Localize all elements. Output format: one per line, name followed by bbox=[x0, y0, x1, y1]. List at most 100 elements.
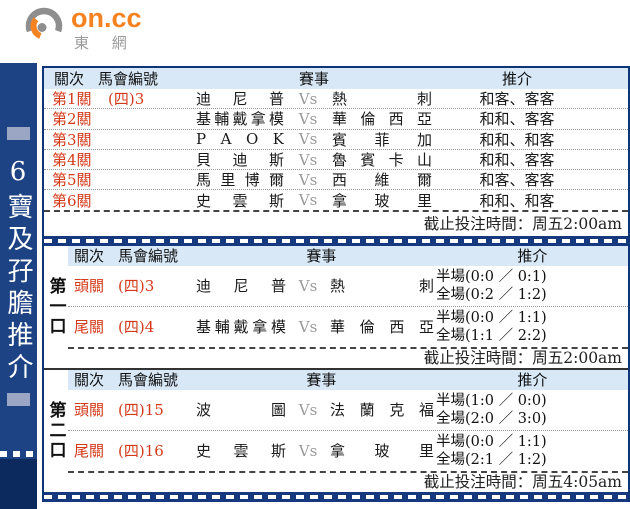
bottom-divider-band bbox=[44, 491, 628, 502]
away-team: 熱刺 bbox=[332, 90, 432, 109]
away-team: 西維爾 bbox=[332, 171, 432, 190]
bet-one-label: 第一口 bbox=[45, 276, 66, 337]
tip-value: 和客、客客 bbox=[479, 90, 555, 109]
away-team: 法蘭克福 bbox=[330, 401, 434, 420]
sidebar-title: 6寶及孖膽推介 bbox=[3, 157, 33, 385]
home-team: 貝迪斯 bbox=[196, 151, 284, 170]
header-group: 關次 馬會編號 bbox=[54, 68, 196, 89]
bet-row-first: 頭關 (四)3 迪尼普 Vs 熱刺 半場(0:0 ／ 0:1) 全場(0:2 ／… bbox=[68, 266, 628, 306]
leg-label: 頭關 bbox=[74, 401, 105, 420]
leg-label: 第3關 bbox=[52, 130, 92, 149]
section-divider-band bbox=[44, 235, 628, 246]
table-header-row: 關次 馬會編號 賽事 推介 bbox=[68, 369, 628, 390]
tip-value: 和和、和客 bbox=[479, 191, 555, 210]
race-code: (四)15 bbox=[118, 401, 164, 420]
race-row-5: 第5關 馬里博爾 Vs 西維爾 和客、客客 bbox=[44, 169, 628, 189]
betting-deadline: 截止投注時間：周五2:00am bbox=[68, 346, 628, 368]
full-time-tip: 全場(1:1 ／ 2:2) bbox=[436, 327, 547, 344]
header-tip: 推介 bbox=[501, 70, 532, 88]
away-team: 賓菲加 bbox=[332, 130, 432, 149]
bet-two-table: 第二口 關次 馬會編號 賽事 推介 頭關 (四)15 波圖 Vs 法蘭克福 bbox=[44, 369, 628, 492]
home-team: 基輔戴拿模 bbox=[196, 318, 286, 337]
bet-row-last: 尾關 (四)4 基輔戴拿模 Vs 華倫西亞 半場(0:0 ／ 1:1) 全場(1… bbox=[68, 305, 628, 347]
race-code: (四)4 bbox=[118, 318, 155, 337]
home-team: 迪尼普 bbox=[196, 90, 284, 109]
vs-label: Vs bbox=[298, 317, 318, 336]
leg-label: 第1關 bbox=[52, 90, 92, 109]
half-time-tip: 半場(0:0 ／ 0:1) bbox=[436, 268, 547, 285]
vs-label: Vs bbox=[298, 170, 318, 189]
half-time-tip: 半場(1:0 ／ 0:0) bbox=[436, 392, 547, 409]
oncc-logo[interactable]: on.cc 東 網 bbox=[22, 4, 142, 53]
leg-label: 第5關 bbox=[52, 171, 92, 190]
sidebar-marker-bottom bbox=[7, 393, 30, 406]
vs-label: Vs bbox=[298, 400, 318, 419]
vs-label: Vs bbox=[298, 89, 318, 108]
race-code: (四)3 bbox=[118, 277, 155, 296]
race-row-2: 第2關 基輔戴拿模 Vs 華倫西亞 和和、客客 bbox=[44, 108, 628, 128]
full-time-tip: 全場(0:2 ／ 1:2) bbox=[436, 286, 547, 303]
vs-label: Vs bbox=[298, 191, 318, 210]
header-match: 賽事 bbox=[298, 70, 329, 88]
race-code: (四)16 bbox=[118, 442, 164, 461]
full-time-tip: 全場(2:0 ／ 3:0) bbox=[436, 410, 547, 427]
vs-label: Vs bbox=[298, 150, 318, 169]
sidebar-bottom-section bbox=[0, 459, 37, 509]
away-team: 拿玻里 bbox=[332, 191, 432, 210]
logo-text: on.cc 東 網 bbox=[71, 4, 142, 53]
race-row-4: 第4關 貝迪斯 Vs 魯賓卡山 和和、客客 bbox=[44, 148, 628, 170]
header-group: 關次 馬會編號 bbox=[74, 369, 204, 390]
away-team: 華倫西亞 bbox=[332, 110, 432, 129]
betting-deadline: 截止投注時間：周五4:05am bbox=[68, 470, 628, 492]
tip-value: 和客、客客 bbox=[479, 171, 555, 190]
leg-label: 第4關 bbox=[52, 151, 92, 170]
home-team: 馬里博爾 bbox=[196, 171, 284, 190]
sidebar-marker-top bbox=[7, 127, 30, 140]
away-team: 魯賓卡山 bbox=[332, 151, 432, 170]
half-time-tip: 半場(0:0 ／ 1:1) bbox=[436, 433, 547, 450]
oncc-logo-icon bbox=[25, 7, 63, 39]
header-match: 賽事 bbox=[306, 247, 337, 266]
recommendation: 半場(0:0 ／ 1:1) 全場(1:1 ／ 2:2) bbox=[436, 309, 626, 345]
recommendation: 半場(0:0 ／ 0:1) 全場(0:2 ／ 1:2) bbox=[436, 268, 626, 304]
tip-value: 和和、客客 bbox=[479, 110, 555, 129]
table-header-row: 關次 馬會編號 賽事 推介 bbox=[68, 245, 628, 266]
header-leg: 關次 bbox=[74, 371, 105, 390]
recommendation: 半場(1:0 ／ 0:0) 全場(2:0 ／ 3:0) bbox=[436, 392, 626, 428]
content-panel: 關次 馬會編號 賽事 推介 第1關 (四)3 迪尼普 Vs 熱刺 和客、客客 第… bbox=[42, 66, 630, 502]
bet-row-last: 尾關 (四)16 史雲斯 Vs 拿玻里 半場(0:0 ／ 1:1) 全場(2:1… bbox=[68, 429, 628, 471]
header-tip: 推介 bbox=[517, 371, 548, 390]
race-row-6: 第6關 史雲斯 Vs 拿玻里 和和、和客 bbox=[44, 189, 628, 210]
race-row-1: 第1關 (四)3 迪尼普 Vs 熱刺 和客、客客 bbox=[44, 89, 628, 109]
table-divider-line bbox=[44, 367, 628, 370]
leg-label: 第2關 bbox=[52, 110, 92, 129]
tip-value: 和和、和客 bbox=[479, 130, 555, 149]
header-code: 馬會編號 bbox=[118, 371, 179, 390]
race-row-3: 第3關 P A O K Vs 賓菲加 和和、和客 bbox=[44, 128, 628, 149]
sidebar: 6寶及孖膽推介 bbox=[0, 63, 37, 459]
vs-label: Vs bbox=[298, 276, 318, 295]
home-team: 基輔戴拿模 bbox=[196, 110, 284, 129]
bet-two-body: 關次 馬會編號 賽事 推介 頭關 (四)15 波圖 Vs 法蘭克福 半場(1:0… bbox=[68, 369, 628, 492]
leg-label: 頭關 bbox=[74, 277, 105, 296]
tip-value: 和和、客客 bbox=[479, 151, 555, 170]
away-team: 拿玻里 bbox=[330, 442, 434, 461]
leg-label: 尾關 bbox=[74, 442, 105, 461]
header-group: 關次 馬會編號 bbox=[74, 245, 204, 266]
home-team: P A O K bbox=[196, 130, 284, 149]
sidebar-divider bbox=[0, 451, 37, 457]
header-tip: 推介 bbox=[517, 247, 548, 266]
header-code: 馬會編號 bbox=[118, 247, 179, 266]
home-team: 史雲斯 bbox=[196, 442, 286, 461]
half-time-tip: 半場(0:0 ／ 1:1) bbox=[436, 309, 547, 326]
full-time-tip: 全場(2:1 ／ 1:2) bbox=[436, 451, 547, 468]
leg-label: 尾關 bbox=[74, 318, 105, 337]
logo-brand: on.cc bbox=[71, 3, 142, 33]
home-team: 迪尼普 bbox=[196, 277, 286, 296]
away-team: 華倫西亞 bbox=[330, 318, 434, 337]
home-team: 波圖 bbox=[196, 401, 286, 420]
recommendation: 半場(0:0 ／ 1:1) 全場(2:1 ／ 1:2) bbox=[436, 433, 626, 469]
logo-subtitle: 東 網 bbox=[74, 34, 136, 53]
bet-one-body: 關次 馬會編號 賽事 推介 頭關 (四)3 迪尼普 Vs 熱刺 半場(0:0 ／… bbox=[68, 245, 628, 368]
